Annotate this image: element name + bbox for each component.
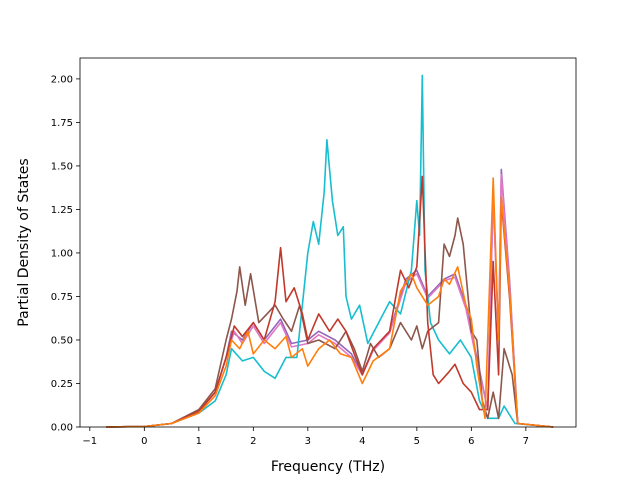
- x-tick-label-2: 1: [196, 436, 202, 447]
- series-line-2: [106, 74, 554, 428]
- y-ticks: 0.00 0.25 0.50 0.75 1.00 1.25 1.50 1.75 2.00: [51, 74, 80, 434]
- x-axis-label: Frequency (THz): [271, 459, 385, 475]
- y-tick-label-5: 1.25: [51, 205, 73, 216]
- y-tick-label-0: 0.00: [51, 423, 73, 434]
- x-tick-label-8: 7: [523, 436, 529, 447]
- y-tick-label-7: 1.75: [51, 118, 73, 129]
- series-line-5: [106, 177, 554, 428]
- x-tick-label-0: −1: [82, 436, 97, 447]
- x-tick-label-4: 3: [305, 436, 311, 447]
- y-tick-label-2: 0.50: [51, 335, 73, 346]
- axes-frame: [79, 57, 577, 428]
- y-axis-label: Partial Density of States: [16, 158, 32, 326]
- y-tick-label-4: 1.00: [51, 248, 73, 259]
- y-tick-label-1: 0.25: [51, 379, 73, 390]
- y-tick-label-3: 0.75: [51, 292, 73, 303]
- series-line-3: [106, 217, 554, 428]
- x-tick-label-6: 5: [414, 436, 420, 447]
- x-tick-label-3: 2: [250, 436, 256, 447]
- series-line-4: [106, 175, 554, 428]
- x-ticks: −1 0 1 2 3 4 5 6 7: [82, 427, 529, 447]
- y-tick-label-8: 2.00: [51, 74, 73, 85]
- x-tick-label-7: 6: [468, 436, 474, 447]
- y-tick-label-6: 1.50: [51, 161, 73, 172]
- series-layer: [106, 74, 554, 428]
- x-tick-label-5: 4: [359, 436, 365, 447]
- x-tick-label-1: 0: [141, 436, 147, 447]
